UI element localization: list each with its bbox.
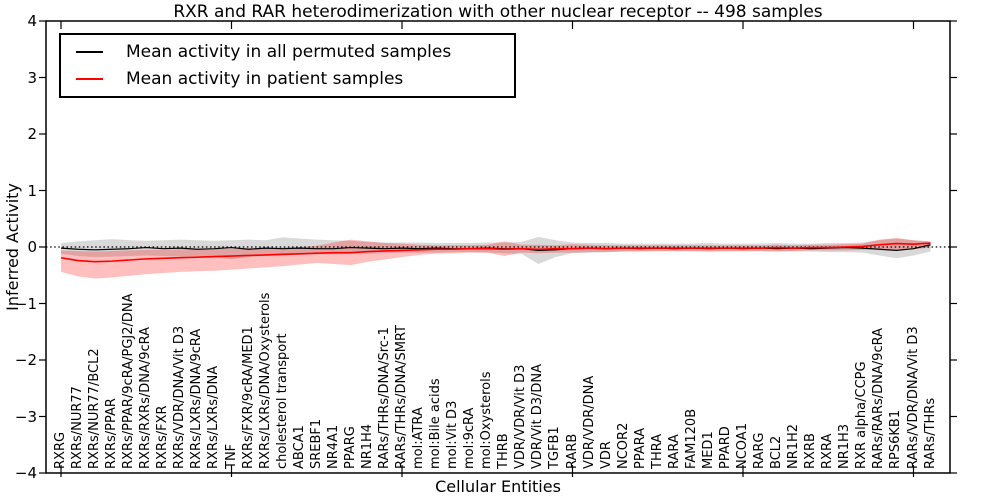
x-axis-label: Cellular Entities (435, 477, 561, 496)
y-tick-label: −3 (14, 407, 37, 426)
legend-entry: Mean activity in patient samples (61, 66, 514, 94)
x-tick-label: RARs/RARs/DNA/9cRA (871, 328, 887, 469)
x-tick-label: NR1H4 (359, 423, 375, 469)
x-tick-label: cholesterol transport (274, 333, 290, 469)
x-tick-label: RARs/THRs/DNA/SMRT (394, 325, 409, 469)
x-tick-label: THRA (649, 433, 665, 469)
legend-entry-label: Mean activity in all permuted samples (126, 41, 452, 62)
x-tick-label: FAM120B (683, 408, 699, 469)
x-tick-label: VDR (598, 441, 614, 469)
y-tick-label: 3 (27, 68, 37, 87)
y-tick-label: 4 (27, 12, 37, 30)
band-series-0 (61, 236, 931, 264)
x-tick-label: RXR alpha/CCPG (854, 361, 870, 469)
x-tick-label: RXRs/LXRs/DNA (206, 365, 222, 469)
x-tick-label: PPARD (717, 426, 733, 469)
x-tick-label: NR4A1 (325, 424, 341, 469)
x-tick-label: mol:Oxysterols (479, 371, 495, 470)
legend-entry: Mean activity in all permuted samples (61, 38, 514, 66)
legend-swatch-line (76, 50, 103, 53)
x-tick-label: RARB (564, 433, 580, 469)
x-tick-label: VDR/VDR/DNA (581, 375, 597, 469)
x-tick-label: RXRs/RXRs/DNA/9cRA (138, 326, 154, 469)
x-tick-label: mol:9cRA (462, 407, 478, 469)
x-tick-label: RXRA (820, 433, 836, 469)
chart-title: RXR and RAR heterodimerization with othe… (173, 2, 823, 22)
y-tick-label: −1 (14, 294, 37, 313)
x-tick-label: RXRs/PPAR/9cRA/PGJ2/DNA (121, 293, 137, 470)
x-tick-label: SREBF1 (308, 418, 324, 469)
x-tick-label: BCL2 (769, 435, 785, 469)
line-series-1 (60, 242, 931, 263)
x-tick-label: RARA (666, 434, 682, 469)
y-tick-label: 1 (27, 181, 37, 200)
x-tick-label: NCOR2 (615, 422, 631, 469)
x-tick-label: ABCA1 (291, 425, 307, 469)
y-tick-label: −4 (14, 464, 37, 482)
x-tick-label: RXRs/LXRs/DNA/9cRA (189, 328, 205, 469)
x-tick-label: RXRs/LXRs/DNA/Oxysterols (257, 292, 273, 469)
x-tick-label: MED1 (700, 431, 716, 469)
x-tick-label: VDR/Vit D3/DNA (530, 363, 546, 469)
x-tick-label: NR1H2 (786, 423, 802, 469)
x-tick-label: RARs/VDR/DNA/Vit D3 (905, 326, 921, 469)
x-tick-label: TGFB1 (547, 426, 563, 469)
x-tick-label: PPARA (632, 427, 648, 469)
x-tick-label: TNF (223, 443, 239, 469)
x-tick-label: RPS6KB1 (888, 409, 904, 469)
x-tick-label: RARG (752, 432, 768, 469)
x-tick-label: RXRs/NUR77/BCL2 (87, 348, 103, 469)
x-tick-label: mol:ATRA (411, 407, 427, 469)
x-tick-label: VDR/VDR/Vit D3 (513, 364, 529, 469)
x-tick-label: NCOA1 (735, 423, 750, 469)
x-tick-label: mol:Bile acids (428, 378, 444, 469)
x-tick-label: RXRs/FXR (155, 405, 171, 469)
x-tick-label: RXRs/NUR77 (70, 386, 86, 469)
legend-entry-label: Mean activity in patient samples (126, 69, 404, 90)
y-tick-label: −2 (14, 351, 37, 369)
x-tick-label: RXRs/VDR/DNA/Vit D3 (172, 325, 188, 469)
y-tick-label: 2 (27, 125, 37, 143)
x-tick-label: THRB (496, 433, 512, 469)
legend-swatch-line (76, 78, 103, 81)
legend: Mean activity in all permuted samples Mea… (59, 33, 516, 98)
x-tick-label: RARs/THRs (922, 397, 938, 469)
x-tick-label: RXRB (803, 433, 819, 469)
x-tick-label: RXRs/PPAR (104, 398, 120, 469)
x-tick-label: RXRs/FXR/9cRA/MED1 (240, 326, 256, 469)
x-tick-label: RXRG (53, 431, 68, 469)
y-tick-label: 0 (27, 238, 37, 256)
x-tick-label: mol:Vit D3 (445, 400, 461, 469)
x-tick-label: RARs/THRs/DNA/Src-1 (376, 327, 392, 469)
x-tick-label: NR1H3 (837, 423, 853, 469)
x-tick-label: PPARG (342, 426, 358, 469)
